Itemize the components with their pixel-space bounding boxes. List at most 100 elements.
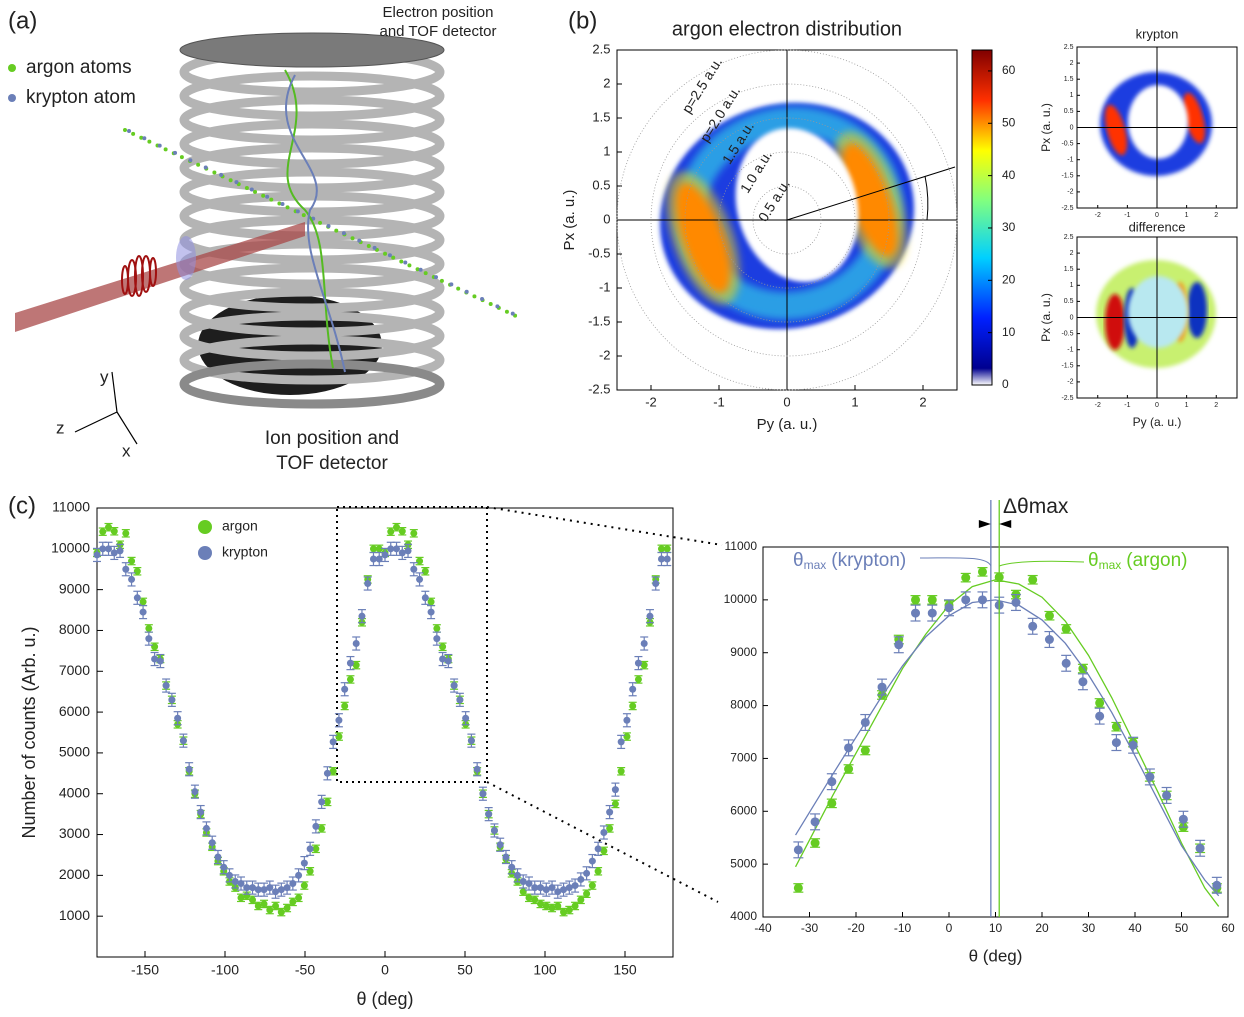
y-axis-label: Px (a. u.) xyxy=(1039,293,1053,342)
data-point xyxy=(341,702,349,710)
data-point xyxy=(554,902,562,910)
data-point xyxy=(1078,677,1088,687)
data-point xyxy=(283,904,291,912)
axis-name: y xyxy=(100,367,109,386)
data-point xyxy=(433,624,441,632)
data-point xyxy=(272,902,280,910)
data-point xyxy=(519,877,527,885)
y-tick-label: 10000 xyxy=(724,592,758,606)
data-point xyxy=(911,608,921,618)
coordinate-axes xyxy=(74,371,138,445)
y-tick-label: 2.5 xyxy=(1064,44,1074,51)
fit-curve xyxy=(794,579,1220,907)
y-tick-label: 6000 xyxy=(730,803,757,817)
y-tick-label: 2000 xyxy=(59,866,90,882)
annotation-text: (krypton) xyxy=(831,550,906,571)
legend-label: argon xyxy=(222,518,258,534)
data-point xyxy=(421,567,429,575)
symbol: Δθ xyxy=(1003,495,1029,518)
data-point xyxy=(145,624,153,632)
y-tick-label: 4000 xyxy=(730,909,757,923)
data-point xyxy=(629,685,637,693)
data-point xyxy=(531,896,539,904)
data-point xyxy=(289,898,297,906)
y-tick-label: 1 xyxy=(1070,282,1074,289)
data-point xyxy=(542,902,550,910)
data-point xyxy=(634,659,642,667)
y-tick-label: 6000 xyxy=(59,703,90,719)
data-point xyxy=(462,714,470,722)
y-tick-label: 4000 xyxy=(59,784,90,800)
data-point xyxy=(358,612,366,620)
theta-max-label: θmax (krypton) xyxy=(793,550,906,572)
legend-dot xyxy=(8,64,16,72)
data-point xyxy=(594,867,602,875)
x-tick-label: 1 xyxy=(851,394,858,409)
y-tick-label: 2.5 xyxy=(592,41,610,56)
x-tick-label: -2 xyxy=(1095,212,1101,219)
panel-label: (a) xyxy=(8,7,37,34)
x-tick-label: 20 xyxy=(1035,921,1049,935)
data-point xyxy=(844,743,854,753)
data-point xyxy=(145,635,153,643)
y-axis-label: Number of counts (Arb. u.) xyxy=(19,626,39,838)
colorbar-tick-label: 60 xyxy=(1002,63,1016,77)
laser-beam xyxy=(15,222,305,332)
x-tick-label: 0 xyxy=(1155,402,1159,409)
x-tick-label: 0 xyxy=(946,921,953,935)
data-point xyxy=(793,883,803,893)
data-point xyxy=(571,902,579,910)
data-point xyxy=(1011,598,1021,607)
x-tick-label: -100 xyxy=(211,962,239,978)
data-point xyxy=(1044,635,1054,644)
data-point xyxy=(577,875,585,883)
data-point xyxy=(911,595,921,605)
data-point xyxy=(387,545,395,553)
data-point xyxy=(1178,814,1188,824)
x-tick-label: 30 xyxy=(1082,921,1096,935)
laser-pulse xyxy=(121,255,157,297)
label: TOF detector xyxy=(276,453,388,474)
momentum-circle xyxy=(650,83,924,357)
colorbar xyxy=(971,49,993,386)
data-point xyxy=(243,884,251,892)
data-point xyxy=(197,808,205,816)
data-point xyxy=(1111,738,1121,748)
data-point xyxy=(588,882,596,890)
data-point xyxy=(133,594,141,602)
y-tick-label: 2 xyxy=(1070,250,1074,257)
data-point xyxy=(894,640,904,650)
data-point xyxy=(139,598,147,606)
data-point xyxy=(272,888,280,896)
data-point xyxy=(381,551,389,559)
data-point xyxy=(306,867,314,875)
data-point xyxy=(202,824,210,832)
label: Ion position and xyxy=(265,428,399,449)
x-tick-label: 2 xyxy=(1214,402,1218,409)
data-point xyxy=(151,655,159,663)
data-point xyxy=(588,857,596,865)
y-tick-label: 2 xyxy=(603,75,610,90)
y-tick-label: 1 xyxy=(1070,92,1074,99)
symbol: θ xyxy=(793,550,804,571)
subscript: max xyxy=(1099,558,1122,572)
data-point xyxy=(295,894,303,902)
legend-marker xyxy=(198,546,212,560)
x-tick-label: -150 xyxy=(131,962,159,978)
x-tick-label: -20 xyxy=(847,921,865,935)
data-point xyxy=(179,737,187,745)
y-tick-label: 9000 xyxy=(59,580,90,596)
annotation-connector xyxy=(919,557,992,567)
data-point xyxy=(329,767,337,775)
plot-frame xyxy=(762,546,1229,918)
data-point xyxy=(844,764,854,774)
x-tick-label: 60 xyxy=(1221,921,1235,935)
data-point xyxy=(156,657,164,665)
x-tick-label: -30 xyxy=(801,921,819,935)
data-point xyxy=(220,863,228,871)
data-point xyxy=(583,869,591,877)
data-point xyxy=(352,640,360,648)
theta-max-label: θmax (argon) xyxy=(1088,550,1188,572)
data-point xyxy=(306,845,314,853)
